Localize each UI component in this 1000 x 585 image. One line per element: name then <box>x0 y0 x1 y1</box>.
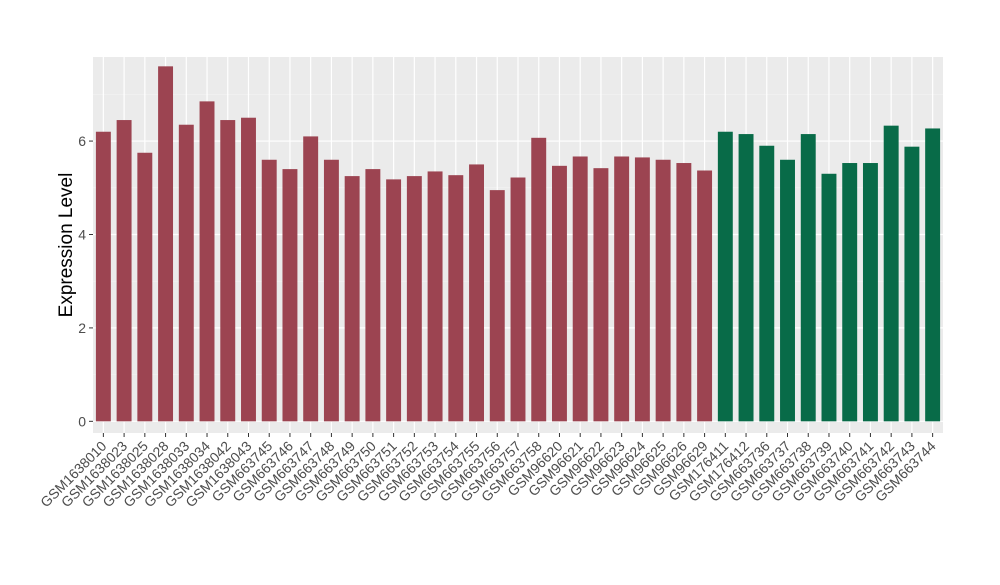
bar <box>593 168 609 422</box>
bar <box>365 169 381 422</box>
bar <box>137 152 153 422</box>
bar <box>282 169 298 422</box>
bar <box>344 176 360 422</box>
bar <box>261 159 277 422</box>
bar <box>800 134 816 422</box>
bar <box>925 128 941 422</box>
bar <box>614 156 630 422</box>
bar <box>199 101 215 422</box>
y-tick-label: 2 <box>78 320 86 336</box>
bar <box>303 136 319 422</box>
bar <box>655 159 671 422</box>
bar <box>241 117 256 422</box>
y-tick-label: 0 <box>78 413 86 429</box>
bar <box>178 124 194 422</box>
bar <box>904 146 920 422</box>
bar <box>821 173 837 422</box>
y-axis-label: Expression Level <box>56 173 77 318</box>
bar <box>883 125 899 422</box>
bar <box>531 137 547 422</box>
y-tick-label: 4 <box>78 226 86 242</box>
bar <box>323 159 339 422</box>
bar <box>717 131 733 422</box>
bars <box>95 66 941 422</box>
bar <box>738 134 754 422</box>
bar <box>862 163 878 422</box>
bar <box>116 120 132 422</box>
bar <box>489 190 505 422</box>
bar <box>158 66 174 422</box>
bar <box>572 156 588 422</box>
bar <box>759 145 775 422</box>
bar <box>510 177 526 422</box>
bar <box>552 165 567 422</box>
bar <box>634 157 650 422</box>
y-tick-label: 6 <box>78 133 86 149</box>
bar <box>427 171 443 422</box>
x-axis: GSM1638010GSM1638023GSM1638025GSM1638028… <box>37 433 939 510</box>
bar <box>676 163 692 422</box>
bar <box>386 179 402 422</box>
y-axis: 0 2 4 6 <box>78 133 93 429</box>
bar <box>697 170 713 422</box>
bar <box>469 164 484 422</box>
bar <box>448 175 464 422</box>
bar <box>842 163 858 422</box>
bar <box>220 120 236 422</box>
bar <box>95 131 111 422</box>
bar <box>406 176 422 422</box>
bar <box>780 159 795 422</box>
